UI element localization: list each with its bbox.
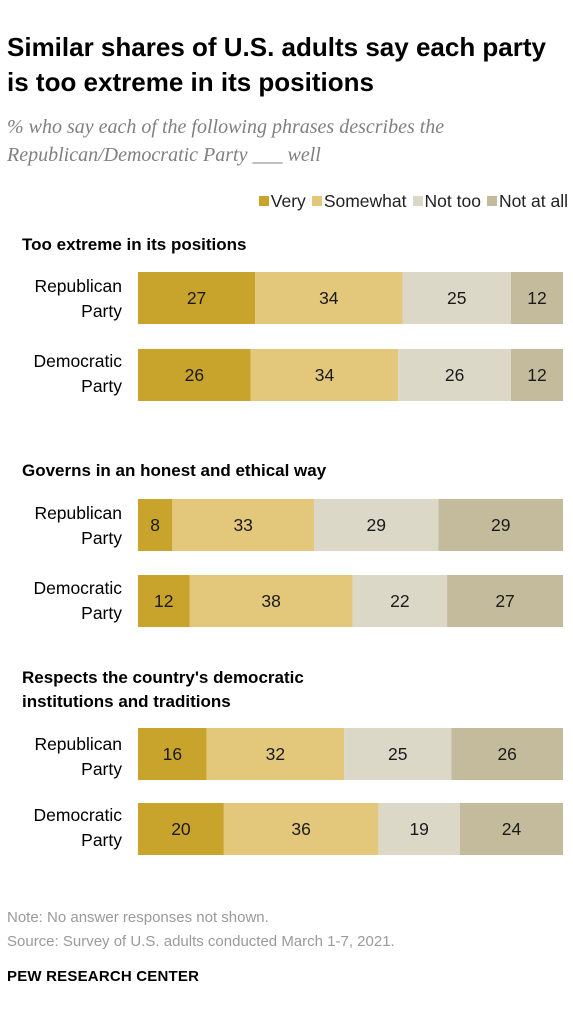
bar-segment-somewhat <box>189 575 353 627</box>
brand-logo-text: PEW RESEARCH CENTER <box>7 968 200 985</box>
bar-value-label: 38 <box>261 591 280 611</box>
bar-value-label: 26 <box>445 365 464 385</box>
source-text: Source: Survey of U.S. adults conducted … <box>7 933 395 950</box>
bar-segment-not-too <box>402 272 511 324</box>
legend-label-somewhat: Somewhat <box>323 190 407 211</box>
row-label-g1-democratic: Democratic Party <box>0 349 123 399</box>
section-title-extreme: Too extreme in its positions <box>22 235 247 254</box>
bar-value-label: 8 <box>150 515 160 535</box>
section-title-democratic-line1: Respects the country's democratic <box>22 668 304 687</box>
row-label-line2: Party <box>81 376 122 396</box>
bar-segment-not-at-all <box>451 728 563 780</box>
bar-segment-not-at-all <box>459 803 563 855</box>
row-label-line1: Democratic <box>33 805 123 825</box>
bar-value-label: 19 <box>409 819 428 839</box>
legend-label-very: Very <box>270 190 306 211</box>
bar-segment-not-at-all <box>438 499 563 551</box>
bar-value-label: 25 <box>388 744 407 764</box>
bar-segment-not-too <box>314 499 439 551</box>
bar-segment-very <box>138 803 224 855</box>
row-label-line2: Party <box>81 830 122 850</box>
bar-value-label: 25 <box>447 288 466 308</box>
bar-value-label: 12 <box>154 591 173 611</box>
legend-swatch-not-at-all <box>486 196 497 206</box>
bar-value-label: 27 <box>495 591 514 611</box>
bar-value-label: 24 <box>502 819 522 839</box>
bar-segment-very <box>138 728 207 780</box>
bar-segment-somewhat <box>172 499 315 551</box>
bar-segment-not-too <box>344 728 452 780</box>
row-label-line1: Republican <box>34 503 122 523</box>
bar-value-label: 12 <box>527 365 546 385</box>
chart-subtitle: % who say each of the following phrases … <box>7 116 445 166</box>
row-label-line2: Party <box>81 301 122 321</box>
bar-value-label: 34 <box>319 288 339 308</box>
bar-segment-not-too <box>378 803 460 855</box>
legend-label-not-too: Not too <box>424 190 481 211</box>
bar-segment-not-at-all <box>510 272 563 324</box>
row-label-line2: Party <box>81 528 122 548</box>
row-label-g1-republican: Republican Party <box>0 274 122 324</box>
legend-swatch-not-too <box>412 196 423 206</box>
row-label-line1: Democratic <box>33 578 123 598</box>
bar-value-label: 29 <box>367 515 386 535</box>
bar-segment-somewhat <box>206 728 345 780</box>
bar-value-label: 34 <box>315 365 335 385</box>
bar-value-label: 22 <box>390 591 409 611</box>
row-label-g3-republican: Republican Party <box>0 732 122 782</box>
bar-segment-very <box>138 575 190 627</box>
row-label-line2: Party <box>81 603 122 623</box>
bar-segment-somewhat <box>250 349 399 401</box>
bar-value-label: 26 <box>185 365 204 385</box>
bar-value-label: 26 <box>497 744 516 764</box>
legend-item-not-at-all: Not at all <box>486 190 568 212</box>
row-label-line1: Republican <box>34 276 122 296</box>
bar-segment-very <box>138 499 173 551</box>
legend-item-very: Very <box>258 190 306 212</box>
bar-segment-somewhat <box>223 803 379 855</box>
legend-swatch-very <box>258 196 269 206</box>
bar-segment-very <box>138 349 251 401</box>
bar-value-label: 12 <box>527 288 546 308</box>
legend-label-not-at-all: Not at all <box>498 190 568 211</box>
legend: Very Somewhat Not too Not at all <box>253 190 568 212</box>
bar-value-label: 32 <box>266 744 285 764</box>
bar-value-label: 33 <box>233 515 252 535</box>
legend-item-not-too: Not too <box>412 190 481 212</box>
bar-value-label: 36 <box>291 819 310 839</box>
row-label-g2-republican: Republican Party <box>0 501 122 551</box>
chart-title: Similar shares of U.S. adults say each p… <box>7 32 547 97</box>
section-title-honest: Governs in an honest and ethical way <box>22 461 327 480</box>
bar-segment-very <box>138 272 256 324</box>
note-text: Note: No answer responses not shown. <box>7 909 269 926</box>
bar-value-label: 16 <box>163 744 182 764</box>
bar-segment-not-at-all <box>447 575 563 627</box>
bar-segment-not-too <box>398 349 511 401</box>
row-label-line2: Party <box>81 759 122 779</box>
section-title-democratic-line2: institutions and traditions <box>22 692 231 711</box>
bar-value-label: 29 <box>491 515 510 535</box>
row-label-g2-democratic: Democratic Party <box>0 576 123 626</box>
bar-segment-somewhat <box>255 272 403 324</box>
bar-segment-not-at-all <box>510 349 563 401</box>
bar-segment-not-too <box>352 575 448 627</box>
row-label-line1: Republican <box>34 734 122 754</box>
legend-item-somewhat: Somewhat <box>311 190 407 212</box>
bar-value-label: 20 <box>171 819 191 839</box>
legend-swatch-somewhat <box>311 196 322 206</box>
row-label-line1: Democratic <box>33 351 123 371</box>
bar-value-label: 27 <box>187 288 206 308</box>
row-label-g3-democratic: Democratic Party <box>0 803 123 853</box>
